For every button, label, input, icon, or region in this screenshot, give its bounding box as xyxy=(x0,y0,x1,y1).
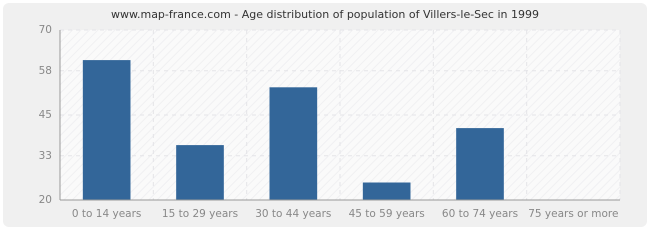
bar xyxy=(82,60,131,201)
x-tick-label: 45 to 59 years xyxy=(349,208,425,220)
y-tick-label: 58 xyxy=(39,65,52,77)
bar xyxy=(362,182,411,201)
bar xyxy=(456,128,504,201)
x-tick-label: 60 to 74 years xyxy=(442,208,518,220)
x-tick-label: 30 to 44 years xyxy=(255,208,331,220)
bar xyxy=(176,145,224,201)
x-tick-label: 15 to 29 years xyxy=(162,208,238,220)
bar xyxy=(269,87,318,201)
chart: www.map-france.com - Age distribution of… xyxy=(3,3,647,227)
y-tick-label: 45 xyxy=(39,109,52,121)
y-tick-label: 33 xyxy=(39,150,52,162)
page: {"chart_data": {"type": "bar", "title": … xyxy=(3,3,647,227)
x-tick-label: 75 years or more xyxy=(528,208,618,220)
y-tick-label: 70 xyxy=(39,24,52,36)
chart-title: www.map-france.com - Age distribution of… xyxy=(111,8,539,21)
y-tick-label: 20 xyxy=(39,194,52,206)
x-tick-label: 0 to 14 years xyxy=(72,208,142,220)
